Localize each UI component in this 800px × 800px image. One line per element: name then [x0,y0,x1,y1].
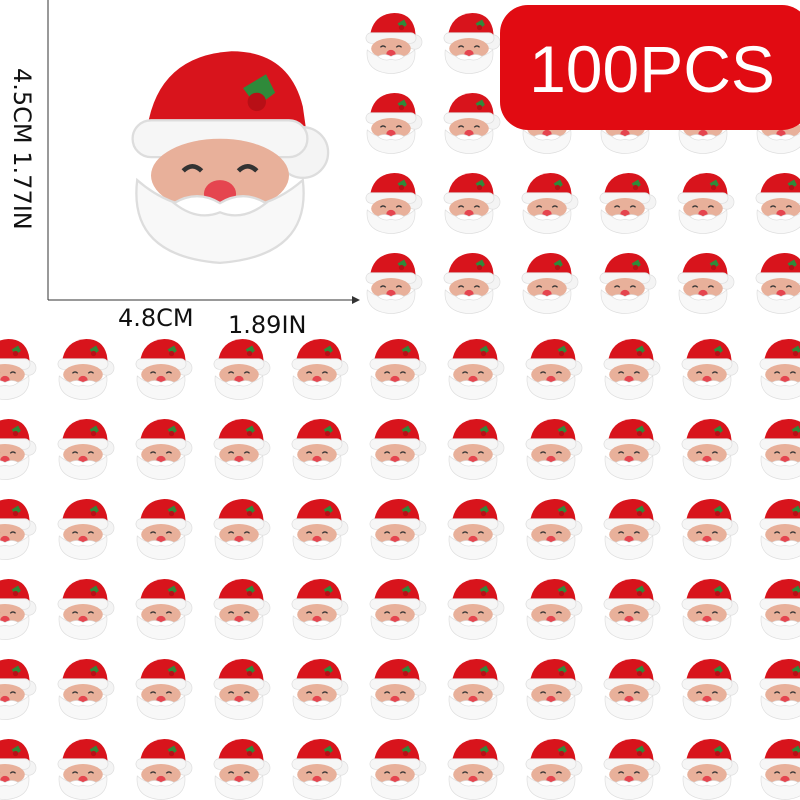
width-in: 1.89IN [228,311,306,339]
patch [447,578,505,641]
patch [599,172,657,235]
patch [369,498,427,561]
patch [369,658,427,721]
patch [0,658,37,721]
patch [681,498,739,561]
patch [677,172,735,235]
patch-grid [0,12,800,800]
patch [369,418,427,481]
patch [213,418,271,481]
patch [759,658,800,721]
patch [447,738,505,800]
patch [681,738,739,800]
patch [681,578,739,641]
patch [57,418,115,481]
patch [291,658,349,721]
patch [0,578,37,641]
patch [0,418,37,481]
patch [135,338,193,401]
patch [677,252,735,315]
patch [291,578,349,641]
patch [0,338,37,401]
patch [365,172,423,235]
patch [213,338,271,401]
patch [447,658,505,721]
patch [443,172,501,235]
patch [759,338,800,401]
patch [525,418,583,481]
patch [755,252,800,315]
badge-text: 100PCS [529,32,775,106]
patch [369,578,427,641]
patch [443,92,501,155]
patch [603,738,661,800]
patch [135,418,193,481]
patch [365,12,423,75]
patch [599,252,657,315]
patch [525,738,583,800]
large-patch [133,51,329,263]
arrow [352,296,360,304]
width-cm: 4.8CM [118,304,194,332]
patch [447,418,505,481]
patch [291,498,349,561]
patch [759,738,800,800]
patch [135,498,193,561]
patch [57,738,115,800]
patch [759,498,800,561]
patch [603,658,661,721]
patch [213,578,271,641]
patch [135,658,193,721]
patch [603,418,661,481]
patch [369,338,427,401]
patch [213,738,271,800]
patch [135,738,193,800]
patch [525,338,583,401]
patch [603,338,661,401]
patch [369,738,427,800]
patch [755,172,800,235]
patch [525,658,583,721]
patch [0,738,37,800]
patch [447,498,505,561]
badge [500,5,800,130]
patch [57,498,115,561]
patch [57,658,115,721]
patch [291,418,349,481]
patch [681,338,739,401]
patch [447,338,505,401]
patch [443,12,501,75]
patch [365,92,423,155]
patch [759,578,800,641]
patch [681,658,739,721]
patch [57,338,115,401]
patch [603,498,661,561]
height-label: 4.5CM 1.77IN [8,68,36,230]
patch [521,252,579,315]
patch [443,252,501,315]
patch [681,418,739,481]
patch [0,498,37,561]
patch [365,252,423,315]
patch [57,578,115,641]
patch [759,418,800,481]
patch [291,338,349,401]
patch [521,172,579,235]
patch [135,578,193,641]
patch [213,498,271,561]
patch [525,498,583,561]
patch [525,578,583,641]
patch [291,738,349,800]
patch [603,578,661,641]
patch [213,658,271,721]
